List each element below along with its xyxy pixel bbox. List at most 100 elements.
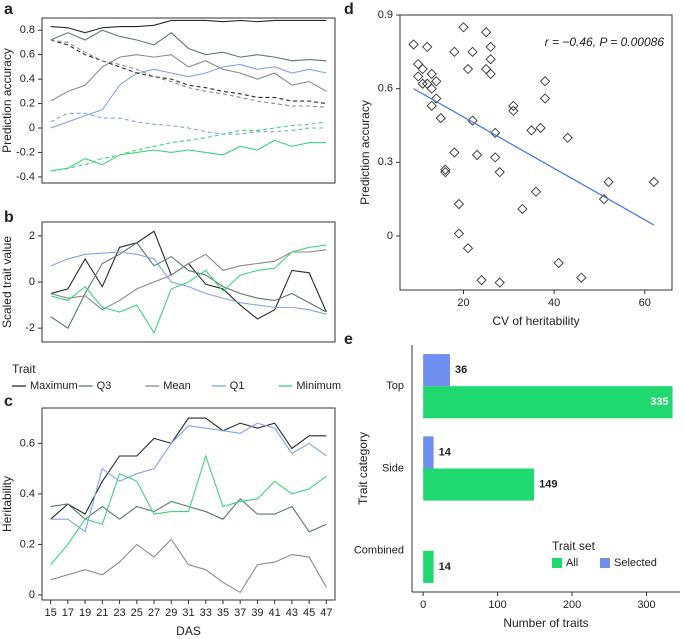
series-line bbox=[50, 498, 327, 533]
scatter-point bbox=[576, 272, 587, 283]
legend-title: Trait set bbox=[552, 539, 596, 553]
y-axis-label: Prediction accuracy bbox=[358, 100, 372, 205]
scatter-point bbox=[458, 22, 469, 33]
y-axis-label: Prediction accuracy bbox=[0, 48, 14, 153]
y-tick-label: 0 bbox=[387, 230, 393, 242]
x-tick-label: 33 bbox=[200, 607, 212, 619]
scatter-point bbox=[467, 115, 478, 126]
scatter-point bbox=[490, 127, 501, 138]
x-tick-label: 60 bbox=[639, 297, 651, 309]
x-tick-label: 39 bbox=[251, 607, 263, 619]
scatter-point bbox=[426, 83, 437, 94]
x-tick-label: 37 bbox=[234, 607, 246, 619]
scatter-point bbox=[494, 167, 505, 178]
series-line bbox=[50, 54, 327, 102]
scatter-point bbox=[467, 46, 478, 57]
legend-label: Minimum bbox=[296, 380, 341, 392]
bar bbox=[423, 386, 673, 419]
x-axis-label: DAS bbox=[176, 624, 201, 638]
scatter-point bbox=[553, 257, 564, 269]
x-tick-label: 45 bbox=[303, 607, 315, 619]
scatter-point bbox=[530, 186, 542, 197]
x-tick-label: 23 bbox=[113, 607, 125, 619]
plot-frame bbox=[41, 407, 336, 601]
x-tick-label: 41 bbox=[269, 607, 281, 619]
y-tick-label: 2 bbox=[29, 230, 35, 242]
y-tick-label: 0.3 bbox=[378, 156, 393, 168]
scatter-point bbox=[431, 93, 442, 104]
scatter-point bbox=[440, 164, 451, 175]
scatter-point bbox=[426, 68, 437, 80]
scatter-point bbox=[517, 203, 528, 215]
scatter-point bbox=[535, 122, 546, 134]
scatter-point bbox=[422, 41, 433, 53]
panel-label: e bbox=[344, 331, 353, 348]
legend-swatch bbox=[600, 558, 610, 568]
y-tick-label: -0.2 bbox=[16, 146, 35, 158]
x-axis-label: Number of traits bbox=[503, 616, 588, 630]
scatter-point bbox=[417, 63, 428, 75]
y-tick-label: 0 bbox=[29, 589, 35, 601]
plot-frame bbox=[399, 14, 673, 291]
scatter-point bbox=[440, 167, 451, 178]
scatter-point bbox=[449, 147, 460, 158]
scatter-point bbox=[462, 63, 474, 75]
bar bbox=[423, 354, 450, 387]
y-tick-label: 0.6 bbox=[20, 437, 35, 449]
scatter-point bbox=[435, 112, 446, 124]
scatter-point bbox=[453, 198, 465, 210]
series-line bbox=[50, 39, 327, 108]
panel-label: a bbox=[4, 1, 13, 18]
series-line bbox=[50, 29, 327, 62]
legend-label: Selected bbox=[614, 557, 657, 569]
scatter-point bbox=[471, 149, 483, 161]
y-tick-label: 0 bbox=[29, 122, 35, 134]
legend-label: Mean bbox=[163, 380, 191, 392]
panel-label: b bbox=[4, 209, 14, 226]
y-tick-label: 0.9 bbox=[378, 9, 393, 21]
series-line bbox=[50, 538, 327, 594]
series-line bbox=[50, 454, 327, 565]
value-label: 14 bbox=[439, 446, 452, 458]
scatter-point bbox=[453, 228, 465, 239]
scatter-point bbox=[449, 46, 460, 57]
x-tick-label: 31 bbox=[182, 607, 194, 619]
x-tick-label: 47 bbox=[320, 607, 332, 619]
value-label: 149 bbox=[539, 478, 557, 490]
scatter-point bbox=[485, 54, 496, 65]
series-line bbox=[50, 19, 327, 34]
bar bbox=[423, 436, 434, 469]
y-tick-label: -0.4 bbox=[16, 171, 35, 183]
x-tick-label: 100 bbox=[488, 599, 506, 611]
series-line bbox=[50, 230, 327, 320]
y-axis-label: Heritability bbox=[0, 476, 14, 532]
legend-label: Q3 bbox=[97, 380, 112, 392]
scatter-point bbox=[494, 277, 505, 288]
panel-label: c bbox=[4, 393, 13, 410]
value-label: 36 bbox=[455, 364, 467, 376]
y-axis-label: Trait category bbox=[356, 432, 370, 505]
bar bbox=[423, 468, 535, 501]
scatter-point bbox=[648, 176, 660, 188]
x-tick-label: 43 bbox=[286, 607, 298, 619]
annotation: r = −0.46, P = 0.00086 bbox=[545, 35, 665, 49]
x-tick-label: 40 bbox=[548, 297, 560, 309]
y-tick-label: 0.2 bbox=[20, 97, 35, 109]
y-tick-label: 0.4 bbox=[20, 73, 35, 85]
series-line bbox=[50, 39, 327, 105]
series-line bbox=[50, 139, 327, 172]
y-tick-label: 0.6 bbox=[20, 49, 35, 61]
y-tick-label: -2 bbox=[25, 322, 35, 334]
panel-label: d bbox=[344, 1, 354, 18]
x-tick-label: 200 bbox=[563, 599, 581, 611]
x-tick-label: 300 bbox=[637, 599, 655, 611]
legend-label: All bbox=[566, 557, 578, 569]
scatter-point bbox=[490, 152, 501, 163]
y-tick-label: Top bbox=[386, 380, 404, 392]
bar bbox=[423, 550, 434, 583]
scatter-point bbox=[508, 105, 519, 116]
y-tick-label: Side bbox=[382, 462, 404, 474]
legend-label: Maximum bbox=[30, 380, 78, 392]
x-tick-label: 20 bbox=[457, 297, 469, 309]
scatter-point bbox=[526, 125, 537, 136]
